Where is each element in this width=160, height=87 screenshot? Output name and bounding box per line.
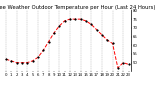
- Title: Milwaukee Weather Outdoor Temperature per Hour (Last 24 Hours): Milwaukee Weather Outdoor Temperature pe…: [0, 5, 156, 10]
